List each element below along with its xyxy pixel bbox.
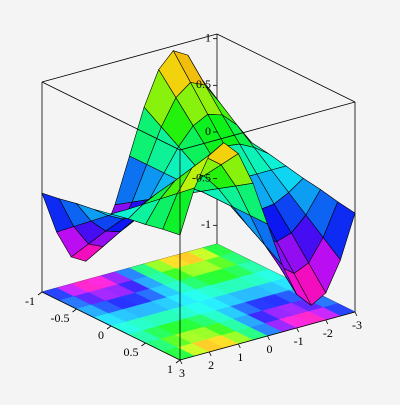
z-tick-label: 0 — [205, 124, 211, 138]
z-tick-label: 1 — [205, 30, 211, 44]
y-tick — [325, 319, 329, 325]
x-tick — [141, 342, 146, 347]
x-tick-label: -1 — [25, 294, 35, 308]
z-tick-label: -0.5 — [192, 170, 211, 184]
y-tick-label: -2 — [323, 326, 333, 340]
y-tick-label: 0 — [267, 342, 273, 356]
y-tick — [237, 343, 241, 349]
z-tick-label: -1 — [201, 217, 211, 231]
y-tick — [208, 351, 212, 357]
x-tick-label: 0.5 — [124, 345, 139, 359]
y-tick — [296, 327, 300, 333]
box-edge — [216, 33, 356, 103]
x-tick — [175, 359, 181, 364]
y-tick — [179, 359, 183, 365]
x-tick-label: -0.5 — [51, 311, 70, 325]
box-edge — [41, 33, 218, 83]
x-tick — [72, 308, 77, 313]
x-tick-label: 0 — [98, 328, 104, 342]
y-tick-label: -3 — [352, 318, 362, 332]
x-tick — [37, 291, 43, 296]
y-tick-label: -1 — [294, 334, 304, 348]
y-tick — [354, 311, 358, 317]
z-tick-label: 0.5 — [196, 77, 211, 91]
y-tick-label: 1 — [237, 350, 243, 364]
y-tick-label: 2 — [208, 358, 214, 372]
box-edge — [179, 101, 356, 151]
y-tick — [267, 335, 270, 341]
x-tick — [106, 325, 112, 330]
x-tick-label: 1 — [167, 362, 173, 376]
box-edge — [41, 81, 181, 151]
y-tick-label: 3 — [179, 366, 185, 380]
